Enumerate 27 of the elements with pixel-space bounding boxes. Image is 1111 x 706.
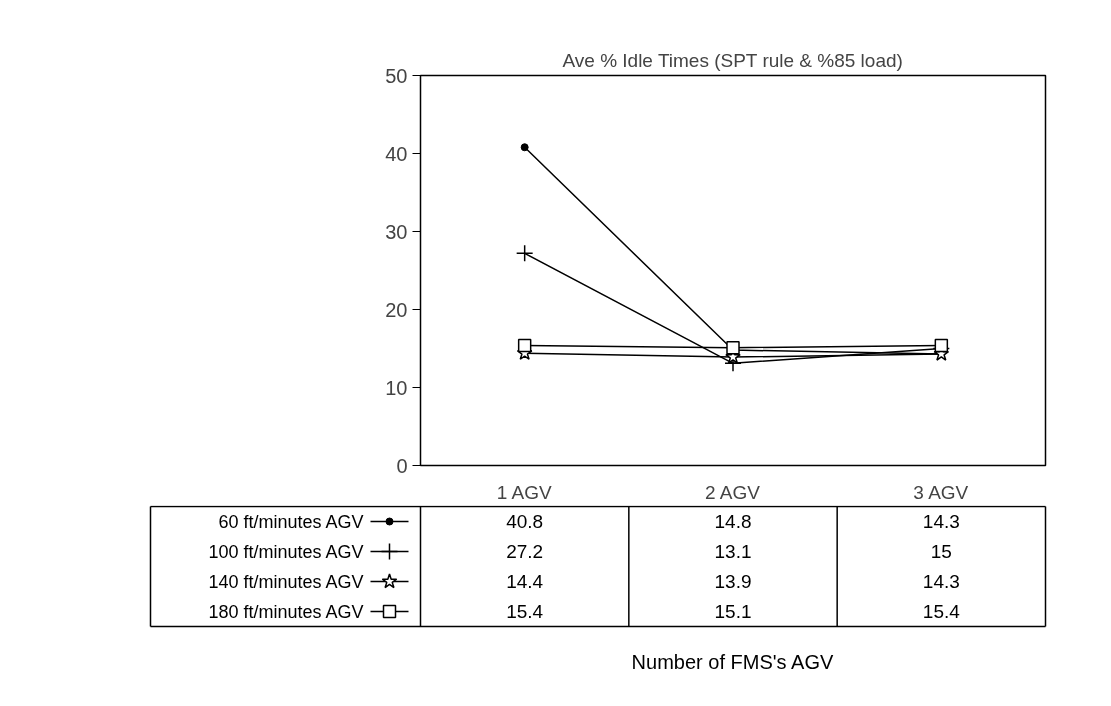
y-tick-label: 0	[396, 454, 408, 477]
data-label: 15.1	[714, 601, 752, 622]
legend-label: 180 ft/minutes AGV	[208, 601, 364, 622]
data-label: 13.1	[714, 541, 752, 562]
data-label: 40.8	[506, 511, 544, 532]
legend-label: 140 ft/minutes AGV	[208, 571, 364, 592]
data-label: 14.3	[922, 571, 960, 592]
chart-title: Ave % Idle Times (SPT rule & %85 load)	[562, 49, 903, 71]
data-label: 14.8	[714, 511, 752, 532]
legend-label: 100 ft/minutes AGV	[208, 541, 364, 562]
y-tick-label: 10	[385, 376, 408, 399]
y-tick-label: 50	[385, 64, 408, 87]
data-label: 14.4	[506, 571, 544, 592]
y-tick-label: 20	[385, 298, 408, 321]
x-tick-label: 3 AGV	[913, 481, 969, 503]
data-label: 15	[930, 541, 952, 562]
data-label: 27.2	[506, 541, 544, 562]
x-tick-label: 2 AGV	[705, 481, 761, 503]
data-label: 15.4	[506, 601, 544, 622]
y-tick-label: 30	[385, 220, 408, 243]
data-label: 13.9	[714, 571, 752, 592]
data-label: 14.3	[922, 511, 960, 532]
data-label: 15.4	[922, 601, 961, 622]
x-tick-label: 1 AGV	[496, 481, 552, 503]
y-tick-label: 40	[385, 142, 408, 165]
text: Number of FMS's AGV	[631, 650, 834, 673]
legend-label: 60 ft/minutes AGV	[218, 511, 364, 532]
